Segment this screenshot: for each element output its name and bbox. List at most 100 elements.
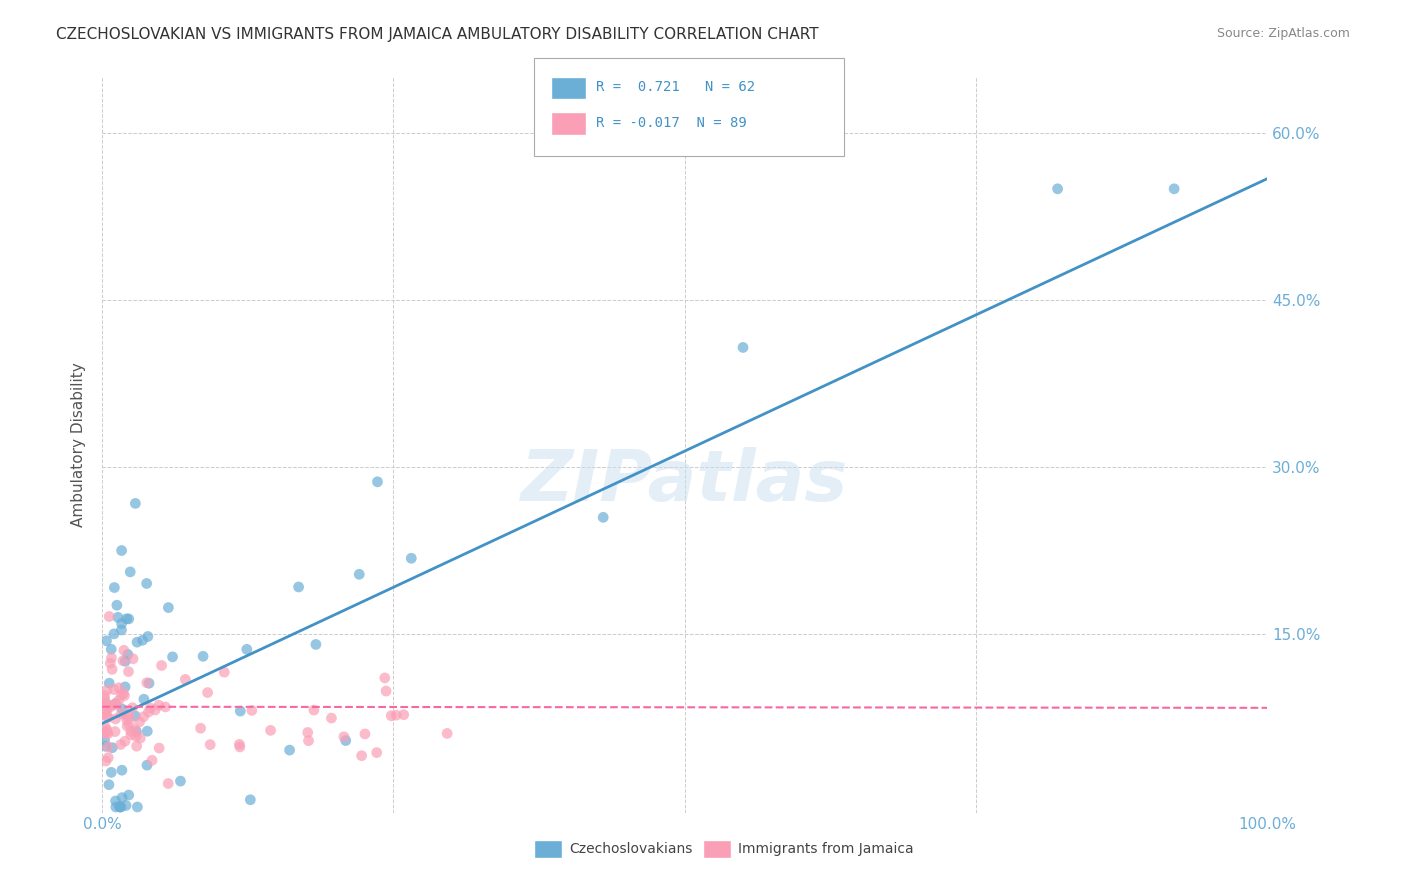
Point — [108, 800, 131, 814]
Point — [240, 703, 263, 717]
Point — [96, 696, 118, 710]
Point — [278, 743, 301, 757]
Point — [132, 709, 155, 723]
Point — [118, 717, 141, 731]
Text: R = -0.017  N = 89: R = -0.017 N = 89 — [596, 116, 747, 130]
Point — [135, 675, 157, 690]
Point — [97, 698, 120, 713]
Point — [104, 800, 127, 814]
Point — [94, 720, 117, 734]
Point — [150, 658, 173, 673]
Point — [236, 642, 259, 657]
Point — [96, 704, 118, 718]
Point — [112, 687, 135, 701]
Point — [366, 746, 388, 760]
Point — [96, 723, 118, 737]
Point — [118, 788, 141, 802]
Point — [93, 733, 115, 747]
Point — [200, 738, 222, 752]
Point — [94, 754, 117, 768]
Point — [96, 708, 118, 723]
Point — [103, 682, 125, 697]
Point — [111, 702, 134, 716]
Point — [141, 753, 163, 767]
Point — [112, 643, 135, 657]
Point — [100, 699, 122, 714]
Point — [111, 616, 134, 631]
Point — [350, 748, 373, 763]
Point — [96, 633, 118, 648]
Point — [385, 708, 408, 723]
Point — [115, 798, 138, 813]
Point — [302, 703, 325, 717]
Text: CZECHOSLOVAKIAN VS IMMIGRANTS FROM JAMAICA AMBULATORY DISABILITY CORRELATION CHA: CZECHOSLOVAKIAN VS IMMIGRANTS FROM JAMAI… — [56, 27, 818, 42]
Point — [297, 725, 319, 739]
Point — [114, 689, 136, 703]
Point — [104, 712, 127, 726]
Point — [120, 728, 142, 742]
Text: ZIPatlas: ZIPatlas — [522, 447, 848, 516]
Point — [335, 733, 357, 747]
Point — [380, 708, 402, 723]
Point — [104, 724, 127, 739]
Point — [169, 774, 191, 789]
Point — [97, 727, 120, 741]
Point — [117, 648, 139, 662]
Y-axis label: Ambulatory Disability: Ambulatory Disability — [72, 363, 86, 527]
Point — [239, 793, 262, 807]
Point — [103, 627, 125, 641]
Point — [124, 723, 146, 737]
Point — [97, 778, 120, 792]
Point — [103, 581, 125, 595]
Point — [229, 704, 252, 718]
Point — [731, 341, 754, 355]
Point — [354, 727, 377, 741]
Point — [321, 711, 343, 725]
Point — [374, 671, 396, 685]
Point — [122, 652, 145, 666]
Point — [107, 610, 129, 624]
Point — [96, 725, 118, 739]
Point — [197, 685, 219, 699]
Point — [104, 697, 127, 711]
Point — [98, 609, 121, 624]
Point — [118, 612, 141, 626]
Point — [96, 698, 118, 712]
Point — [136, 630, 159, 644]
Point — [125, 729, 148, 743]
Point — [110, 738, 132, 752]
Point — [174, 673, 197, 687]
Point — [93, 692, 115, 706]
Point — [148, 698, 170, 713]
Point — [135, 576, 157, 591]
Point — [120, 724, 142, 739]
Point — [108, 681, 131, 695]
Point — [104, 794, 127, 808]
Point — [105, 598, 128, 612]
Point — [94, 698, 117, 713]
Point — [125, 635, 148, 649]
Point — [121, 700, 143, 714]
Point — [93, 689, 115, 703]
Point — [143, 703, 166, 717]
Point — [229, 739, 252, 754]
Point — [132, 692, 155, 706]
Point — [94, 739, 117, 754]
Point — [110, 623, 132, 637]
Point — [124, 496, 146, 510]
Point — [96, 683, 118, 698]
Point — [136, 724, 159, 739]
Point — [125, 724, 148, 739]
Point — [93, 706, 115, 721]
Point — [111, 654, 134, 668]
Point — [97, 739, 120, 754]
Point — [129, 731, 152, 746]
Text: R =  0.721   N = 62: R = 0.721 N = 62 — [596, 80, 755, 95]
Point — [259, 723, 281, 738]
Point — [401, 551, 423, 566]
Point — [94, 725, 117, 739]
Point — [375, 684, 398, 698]
Point — [287, 580, 309, 594]
Point — [139, 701, 162, 715]
Point — [1046, 182, 1069, 196]
